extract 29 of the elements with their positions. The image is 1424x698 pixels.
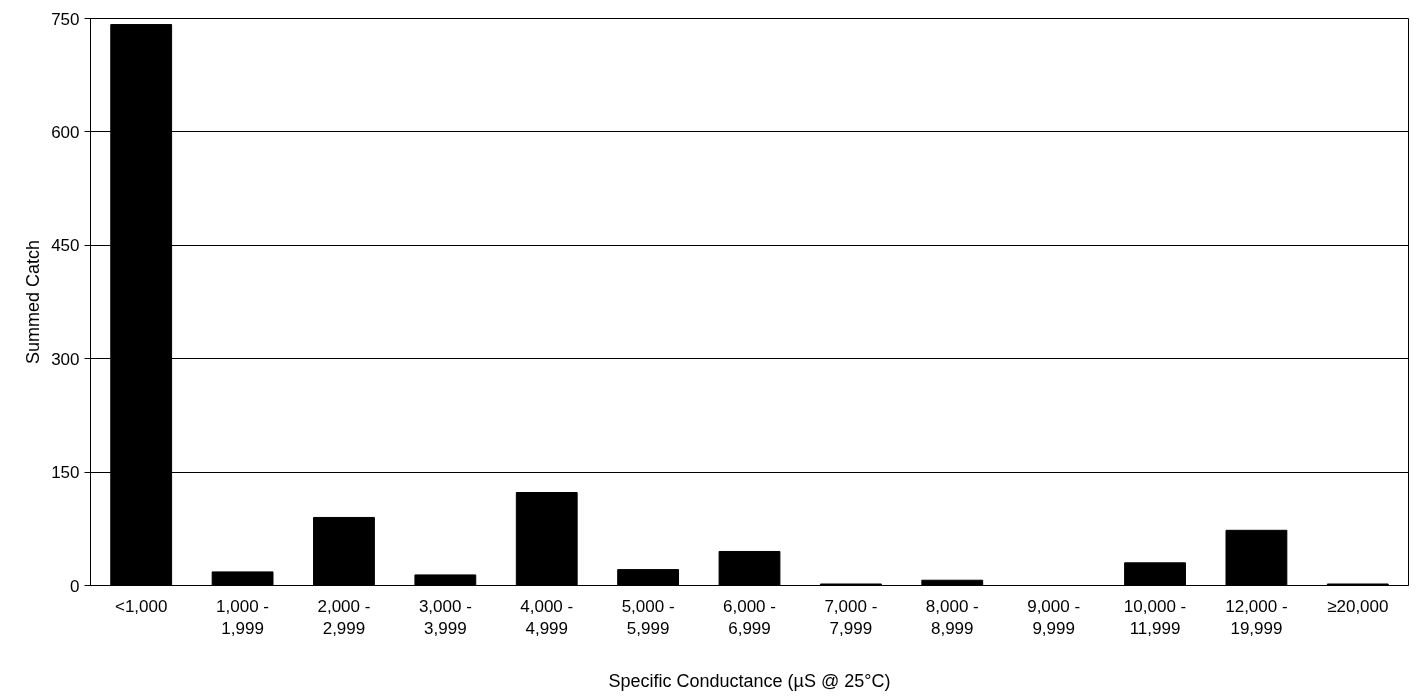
x-tick-label: 8,000 - 8,999 (925, 596, 979, 639)
x-tick-label: ≥20,000 (1327, 596, 1389, 616)
y-tick-label: 600 (51, 122, 80, 142)
x-tick-label: 7,000 - 7,999 (824, 596, 878, 639)
y-tick-label: 150 (51, 463, 80, 483)
x-tick-label: 1,000 - 1,999 (216, 596, 270, 639)
y-tick-label: 450 (51, 236, 80, 256)
y-tick-label: 750 (51, 9, 80, 29)
y-tick-label: 0 (70, 576, 80, 596)
x-tick-label: 4,000 - 4,999 (520, 596, 574, 639)
x-tick-label: 3,000 - 3,999 (418, 596, 472, 639)
bar (1225, 529, 1288, 586)
bar (617, 569, 680, 586)
x-tick-label: 9,000 - 9,999 (1027, 596, 1081, 639)
x-tick-label: 6,000 - 6,999 (723, 596, 776, 639)
x-axis-title: Specific Conductance (µS @ 25°C) (608, 671, 891, 692)
bar (718, 550, 781, 586)
bar (515, 492, 578, 586)
x-tick-label: 10,000 - 11,999 (1123, 596, 1187, 639)
bar (211, 571, 274, 586)
x-tick-label: 2,000 - 2,999 (317, 596, 371, 639)
bar (1124, 562, 1186, 586)
bar (414, 574, 477, 586)
bar (313, 516, 375, 586)
x-tick-label: 12,000 - 19,999 (1225, 596, 1288, 639)
x-tick-label: <1,000 (114, 596, 168, 616)
y-tick-label: 300 (51, 349, 80, 369)
y-axis-title: Summed Catch (23, 239, 44, 365)
x-tick-label: 5,000 - 5,999 (621, 596, 675, 639)
